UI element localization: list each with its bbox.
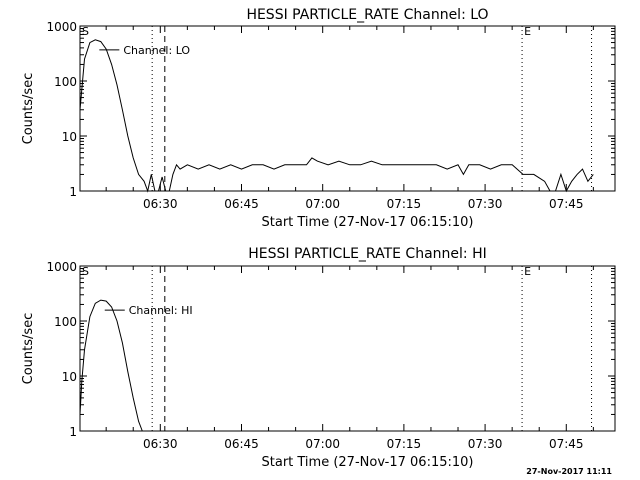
x-axis-label: Start Time (27-Nov-17 06:15:10) xyxy=(262,455,474,470)
footer-timestamp: 27-Nov-2017 11:11 xyxy=(526,467,612,476)
x-tick-label: 07:00 xyxy=(305,197,340,211)
x-tick-label: 07:15 xyxy=(387,437,422,451)
series-line xyxy=(79,299,143,432)
y-tick-label: 1000 xyxy=(46,260,77,274)
chart-title: HESSI PARTICLE_RATE Channel: LO xyxy=(246,7,488,23)
y-axis-label: Counts/sec xyxy=(21,73,36,145)
y-axis-label: Counts/sec xyxy=(21,313,36,385)
x-tick-label: 07:45 xyxy=(549,197,584,211)
y-tick-label: 100 xyxy=(54,75,77,89)
panel-hi: HESSI PARTICLE_RATE Channel: HI 1 10 100 100… xyxy=(21,246,616,470)
x-tick-label: 06:30 xyxy=(143,197,178,211)
marker-label: E xyxy=(524,25,531,38)
y-tick-label: 10 xyxy=(62,130,77,144)
x-tick-label: 06:45 xyxy=(224,197,259,211)
marker-label: S xyxy=(82,25,89,38)
y-tick-label: 10 xyxy=(62,370,77,384)
plot-frame xyxy=(79,265,616,432)
x-tick-label: 06:30 xyxy=(143,437,178,451)
x-tick-label: 06:45 xyxy=(224,437,259,451)
x-tick-label: 07:45 xyxy=(549,437,584,451)
legend-label: Channel: LO xyxy=(123,44,190,57)
y-tick-label: 1 xyxy=(69,425,77,439)
series-line xyxy=(79,39,594,193)
chart-title: HESSI PARTICLE_RATE Channel: HI xyxy=(248,246,486,262)
x-tick-label: 07:15 xyxy=(387,197,422,211)
x-axis-label: Start Time (27-Nov-17 06:15:10) xyxy=(262,215,474,230)
panel-lo: HESSI PARTICLE_RATE Channel: LO 1 10 100 100… xyxy=(21,7,616,230)
y-tick-label: 1000 xyxy=(46,20,77,34)
y-tick-label: 100 xyxy=(54,315,77,329)
y-tick-label: 1 xyxy=(69,185,77,199)
x-tick-label: 07:00 xyxy=(305,437,340,451)
x-tick-label: 07:30 xyxy=(468,437,503,451)
marker-label: S xyxy=(82,265,89,278)
legend-label: Channel: HI xyxy=(129,304,193,317)
x-tick-label: 07:30 xyxy=(468,197,503,211)
marker-label: E xyxy=(524,265,531,278)
